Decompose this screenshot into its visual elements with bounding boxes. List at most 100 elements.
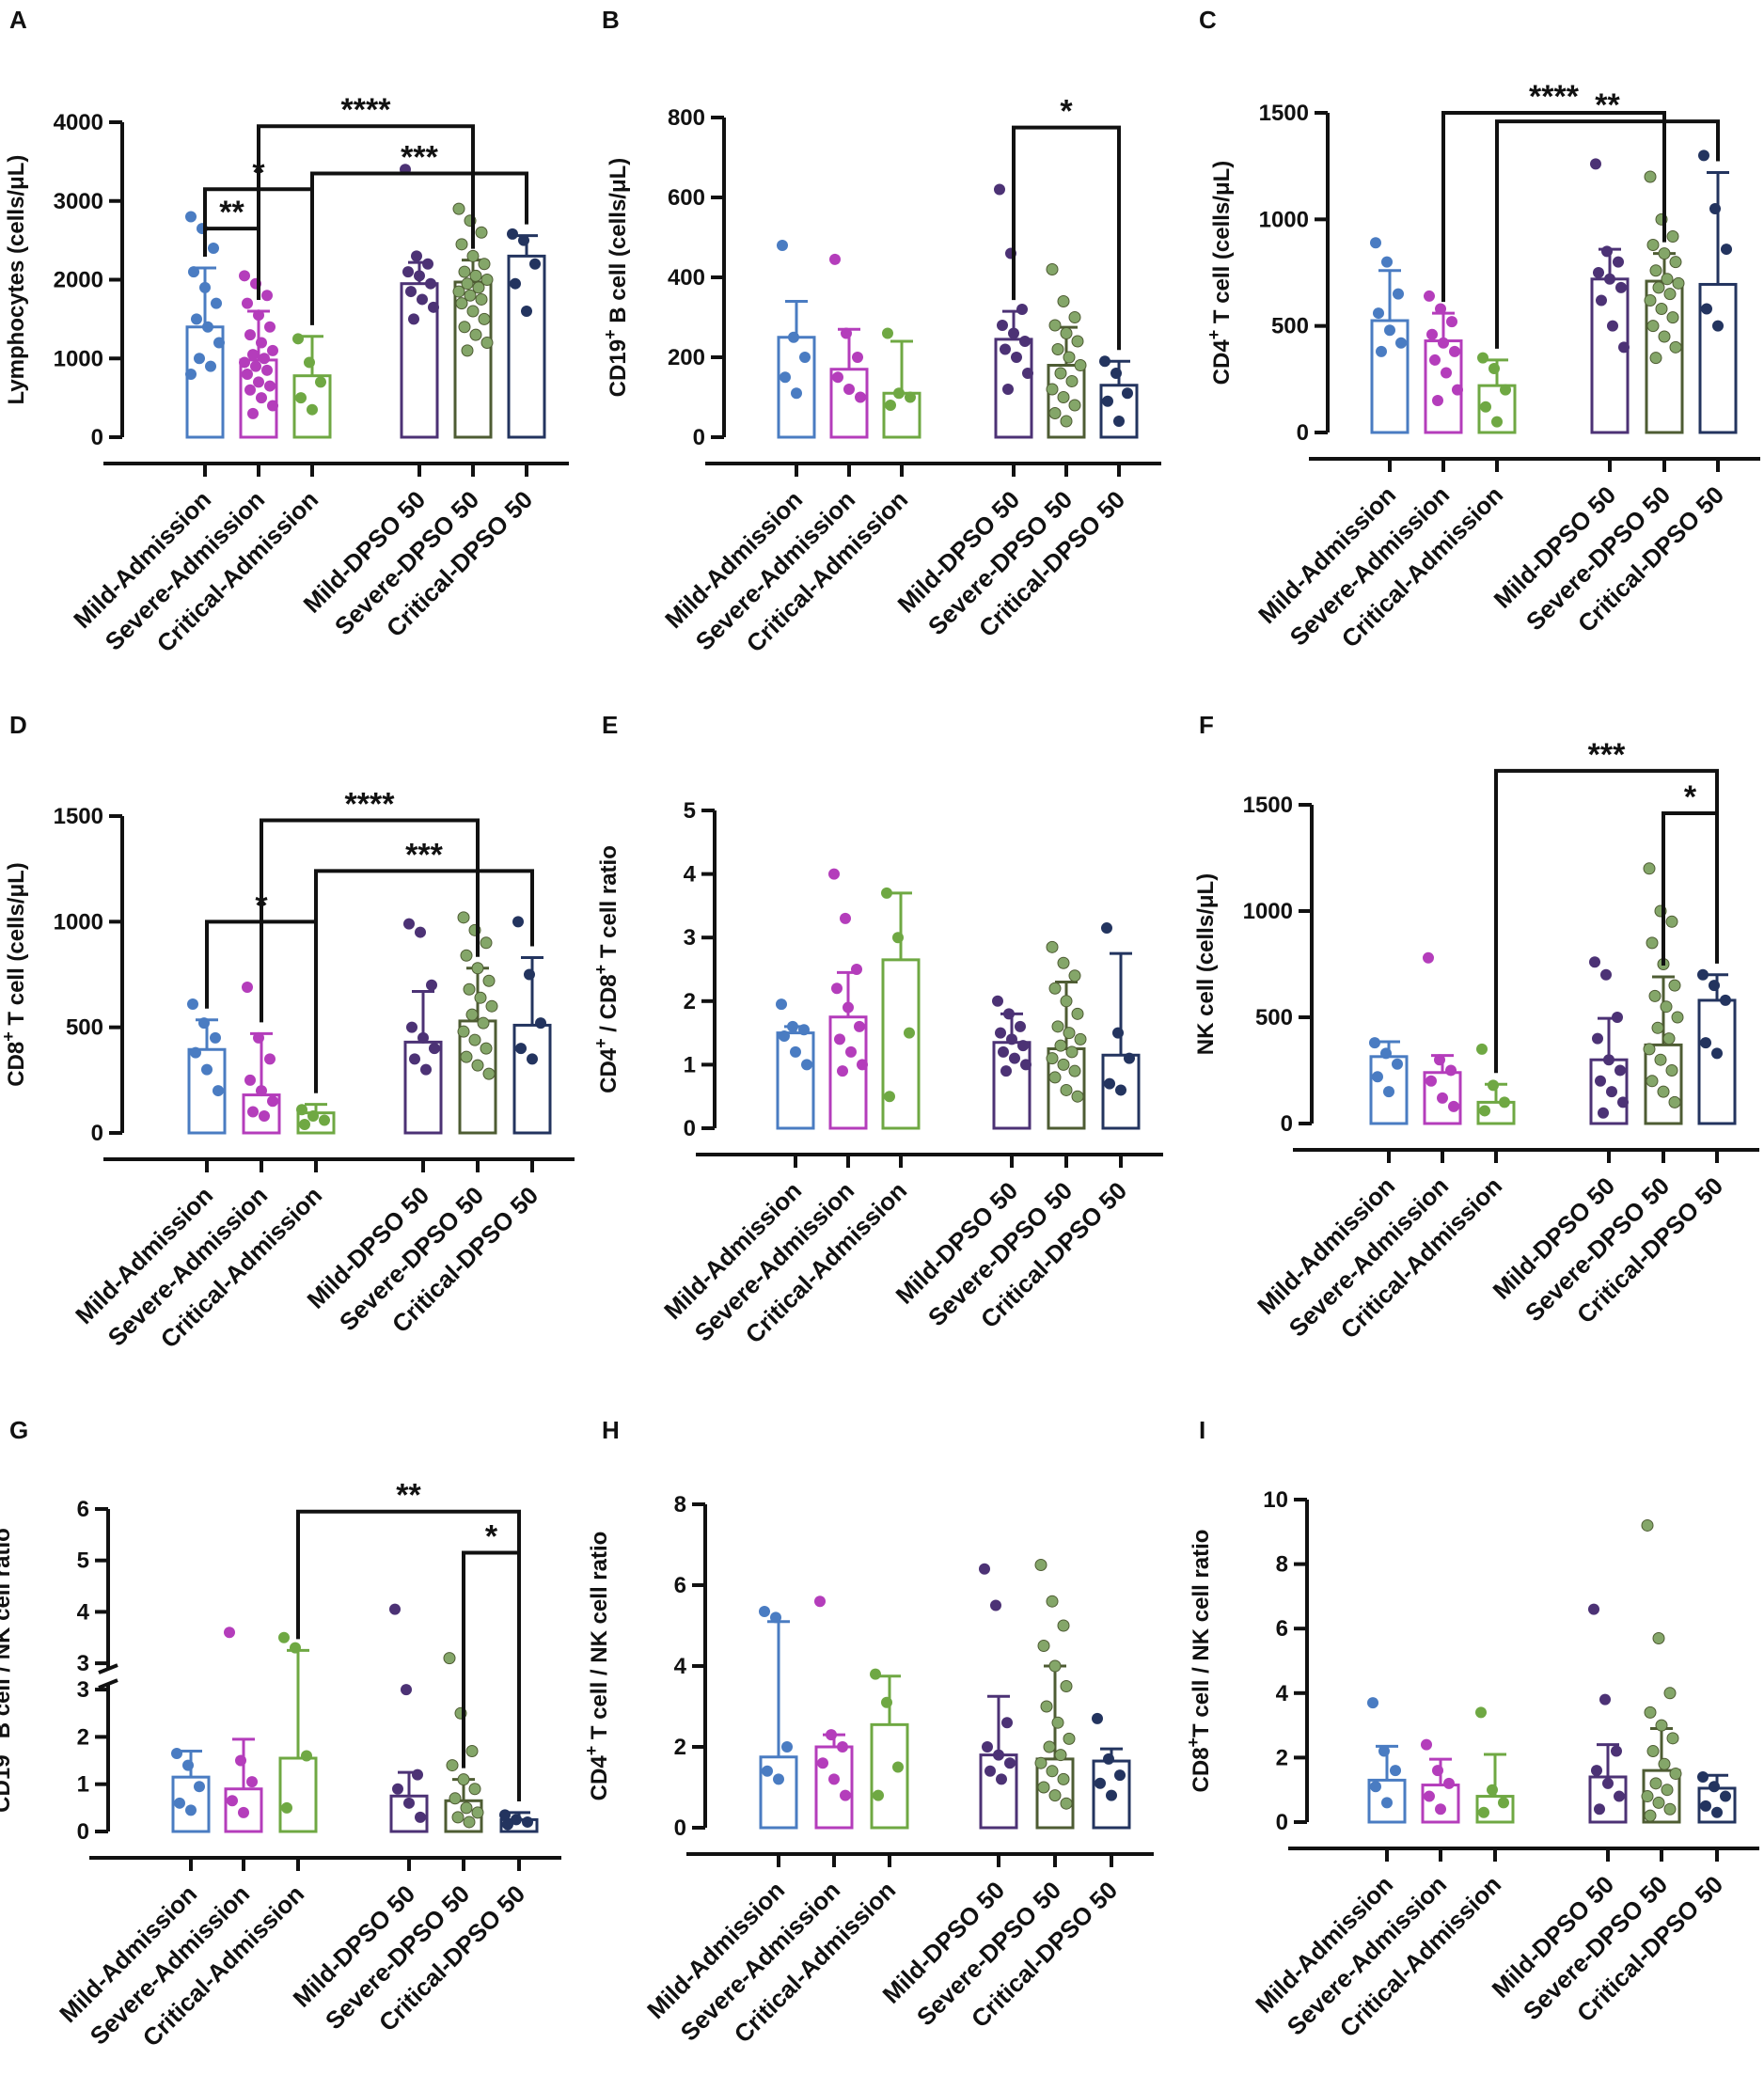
data-point — [1720, 1790, 1731, 1802]
data-point — [247, 407, 259, 419]
label-part: B cell (cells/μL) — [606, 158, 631, 330]
data-point — [1003, 1008, 1015, 1020]
data-point — [1617, 1096, 1629, 1108]
data-point — [1046, 263, 1059, 275]
data-point — [1051, 343, 1064, 355]
data-point — [1592, 1032, 1603, 1045]
data-point — [1434, 1054, 1445, 1066]
data-point — [457, 911, 470, 924]
data-point — [465, 1008, 479, 1021]
data-point — [1644, 293, 1657, 307]
data-point — [1604, 273, 1615, 285]
data-point — [1712, 320, 1724, 332]
data-point — [1048, 1071, 1062, 1084]
data-point — [417, 1031, 429, 1044]
data-point — [1644, 1706, 1657, 1719]
data-point — [415, 1811, 426, 1823]
data-point — [446, 1759, 459, 1772]
data-point — [1001, 1717, 1013, 1729]
data-point — [1429, 354, 1441, 366]
y-tick-label: 0 — [91, 425, 103, 450]
data-point — [511, 1814, 522, 1826]
data-point — [1668, 979, 1681, 992]
data-point — [1002, 384, 1014, 395]
data-point — [290, 1642, 301, 1654]
superscript-plus: + — [1205, 330, 1223, 340]
data-point — [1112, 1027, 1124, 1039]
data-point — [457, 1773, 470, 1786]
data-point — [1051, 1716, 1064, 1729]
data-point — [1641, 1518, 1654, 1532]
data-point — [1652, 281, 1665, 294]
data-point — [1487, 1784, 1498, 1796]
data-point — [1663, 1687, 1677, 1700]
data-point — [892, 1761, 904, 1773]
significance-bracket — [203, 227, 260, 300]
data-point — [1009, 1052, 1020, 1064]
data-point — [870, 1668, 881, 1680]
data-point — [1054, 1749, 1067, 1762]
panel-letter-h: H — [602, 1416, 620, 1444]
data-point — [884, 1091, 895, 1103]
data-point — [1500, 384, 1511, 396]
data-point — [1057, 1058, 1070, 1071]
data-point — [480, 337, 494, 349]
panel-letter-d: D — [9, 711, 27, 739]
y-tick-label: 0 — [77, 1819, 89, 1845]
data-point — [485, 999, 498, 1013]
data-point — [247, 1106, 259, 1118]
data-point — [529, 258, 541, 270]
data-point — [1063, 1732, 1076, 1745]
data-point — [1658, 330, 1671, 343]
data-point — [452, 285, 465, 298]
data-point — [1065, 375, 1079, 387]
data-point — [1663, 288, 1677, 301]
significance-bracket — [462, 1550, 521, 1801]
data-point — [405, 286, 417, 298]
data-point — [1721, 244, 1732, 256]
significance-label: * — [1684, 779, 1697, 815]
y-tick-label: 500 — [1255, 1005, 1293, 1030]
panel-letter-b: B — [602, 6, 620, 34]
data-point — [791, 387, 802, 400]
data-point — [841, 327, 852, 339]
data-point — [1057, 956, 1070, 969]
data-point — [1057, 295, 1070, 307]
data-point — [408, 313, 419, 325]
label-part: CD4 — [596, 1047, 622, 1093]
data-point — [1074, 1032, 1087, 1045]
data-point — [250, 360, 261, 372]
data-point — [1122, 387, 1133, 400]
data-point — [1648, 989, 1662, 1002]
data-point — [1060, 327, 1073, 339]
y-axis-label: Lymphocytes (cells/μL) — [4, 155, 29, 405]
data-point — [1665, 1064, 1678, 1077]
y-tick-label: 2 — [77, 1724, 89, 1750]
y-tick-label: 0 — [684, 1116, 696, 1141]
data-point — [1367, 1697, 1378, 1709]
data-point — [1697, 968, 1709, 981]
data-point — [1498, 1797, 1509, 1809]
data-point — [307, 403, 318, 416]
data-point — [1071, 335, 1084, 348]
data-point — [301, 1750, 312, 1762]
data-point — [507, 228, 518, 240]
label-part: CD4 — [1209, 339, 1235, 385]
y-tick-label: 4 — [674, 1654, 687, 1679]
data-point — [1057, 1619, 1070, 1632]
data-point — [1046, 383, 1059, 396]
data-point — [211, 297, 222, 309]
data-point — [208, 243, 219, 254]
data-point — [1615, 281, 1627, 293]
data-point — [409, 1053, 420, 1065]
y-tick-label: 3 — [77, 1651, 89, 1676]
data-point — [281, 1801, 292, 1814]
data-point — [1649, 1777, 1662, 1790]
y-tick-label: 4000 — [54, 110, 103, 135]
data-point — [1654, 1053, 1667, 1066]
significance-bracket — [1495, 119, 1720, 349]
data-point — [227, 1795, 238, 1807]
data-point — [1068, 1064, 1081, 1077]
y-tick-label: 1000 — [54, 909, 103, 935]
